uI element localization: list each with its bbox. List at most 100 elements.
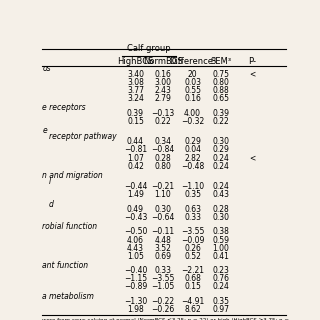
Text: 0.23: 0.23 [212,266,229,275]
Text: e: e [43,126,47,135]
Text: 0.24: 0.24 [212,154,229,163]
Text: 0.24: 0.24 [212,182,229,191]
Text: 2.43: 2.43 [154,86,171,95]
Text: 2.79: 2.79 [154,94,171,103]
Text: −0.13: −0.13 [151,108,174,117]
Text: 0.43: 0.43 [212,190,229,199]
Text: 1.07: 1.07 [127,154,144,163]
Text: 0.16: 0.16 [184,94,201,103]
Text: −0.40: −0.40 [124,266,147,275]
Text: HighBCS: HighBCS [117,57,154,66]
Text: 0.30: 0.30 [212,213,229,222]
Text: 0.39: 0.39 [127,108,144,117]
Text: 1.49: 1.49 [127,190,144,199]
Text: 0.03: 0.03 [184,78,201,87]
Text: 0.35: 0.35 [212,297,229,306]
Text: −0.22: −0.22 [151,297,174,306]
Text: 3.24: 3.24 [127,94,144,103]
Text: 1.05: 1.05 [127,252,144,261]
Text: −0.50: −0.50 [124,228,147,236]
Text: 0.28: 0.28 [213,205,229,214]
Text: <: < [249,154,255,163]
Text: 0.33: 0.33 [154,266,171,275]
Text: 0.75: 0.75 [212,70,229,79]
Text: os: os [43,64,51,74]
Text: Difference²: Difference² [169,57,216,66]
Text: 3.08: 3.08 [127,78,144,87]
Text: 0.65: 0.65 [212,94,229,103]
Text: 0.42: 0.42 [127,162,144,171]
Text: 4.43: 4.43 [127,244,144,253]
Text: 0.16: 0.16 [154,70,171,79]
Text: 0.80: 0.80 [212,78,229,87]
Text: 0.69: 0.69 [154,252,171,261]
Text: 0.04: 0.04 [184,146,201,155]
Text: −1.15: −1.15 [124,274,147,283]
Text: NormBCS: NormBCS [143,57,183,66]
Text: 0.49: 0.49 [127,205,144,214]
Text: 0.29: 0.29 [212,146,229,155]
Text: −0.84: −0.84 [151,146,174,155]
Text: 0.76: 0.76 [212,274,229,283]
Text: −4.91: −4.91 [181,297,204,306]
Text: e receptors: e receptors [43,103,86,112]
Text: 8.62: 8.62 [184,305,201,314]
Text: 0.41: 0.41 [212,252,229,261]
Text: 0.30: 0.30 [154,205,171,214]
Text: 0.63: 0.63 [184,205,201,214]
Text: 0.34: 0.34 [154,137,171,146]
Text: −0.81: −0.81 [124,146,147,155]
Text: l: l [49,177,51,186]
Text: <: < [249,70,255,79]
Text: 0.80: 0.80 [154,162,171,171]
Text: −0.48: −0.48 [181,162,204,171]
Text: robial function: robial function [43,222,98,231]
Text: P-: P- [248,57,256,66]
Text: −0.89: −0.89 [124,283,147,292]
Text: Calf group: Calf group [127,44,171,53]
Text: 0.52: 0.52 [184,252,201,261]
Text: −2.21: −2.21 [181,266,204,275]
Text: a metabolism: a metabolism [43,292,94,300]
Text: SEM³: SEM³ [211,57,232,66]
Text: n and migration: n and migration [43,171,103,180]
Text: 0.30: 0.30 [212,137,229,146]
Text: 1.10: 1.10 [154,190,171,199]
Text: 0.26: 0.26 [184,244,201,253]
Text: −0.44: −0.44 [124,182,147,191]
Text: 4.06: 4.06 [127,236,144,244]
Text: ant function: ant function [43,261,89,270]
Text: 3.00: 3.00 [154,78,171,87]
Text: 0.88: 0.88 [213,86,229,95]
Text: 0.24: 0.24 [212,162,229,171]
Text: 3.40: 3.40 [127,70,144,79]
Text: −0.43: −0.43 [124,213,147,222]
Text: −0.09: −0.09 [181,236,204,244]
Text: 3.52: 3.52 [154,244,171,253]
Text: −1.10: −1.10 [181,182,204,191]
Text: −0.21: −0.21 [151,182,174,191]
Text: 0.29: 0.29 [184,137,201,146]
Text: 3.77: 3.77 [127,86,144,95]
Text: 0.59: 0.59 [212,236,229,244]
Text: 4.00: 4.00 [184,108,201,117]
Text: 0.35: 0.35 [184,190,201,199]
Text: −0.11: −0.11 [151,228,174,236]
Text: −0.64: −0.64 [151,213,174,222]
Text: 0.39: 0.39 [212,108,229,117]
Text: −3.55: −3.55 [151,274,174,283]
Text: 4.48: 4.48 [154,236,171,244]
Text: 0.33: 0.33 [184,213,201,222]
Text: −3.55: −3.55 [181,228,204,236]
Text: 0.97: 0.97 [212,305,229,314]
Text: receptor pathway: receptor pathway [49,132,116,141]
Text: 1.00: 1.00 [212,244,229,253]
Text: 20: 20 [188,70,197,79]
Text: were from cows calving at normal (NormBCS ≤3.25; n = 22) or high (HighBCS ≥3.75;: were from cows calving at normal (NormBC… [43,318,290,320]
Text: 0.38: 0.38 [212,228,229,236]
Text: 0.22: 0.22 [213,117,229,126]
Text: −0.26: −0.26 [151,305,174,314]
Text: 0.28: 0.28 [154,154,171,163]
Text: 0.68: 0.68 [184,274,201,283]
Text: 0.44: 0.44 [127,137,144,146]
